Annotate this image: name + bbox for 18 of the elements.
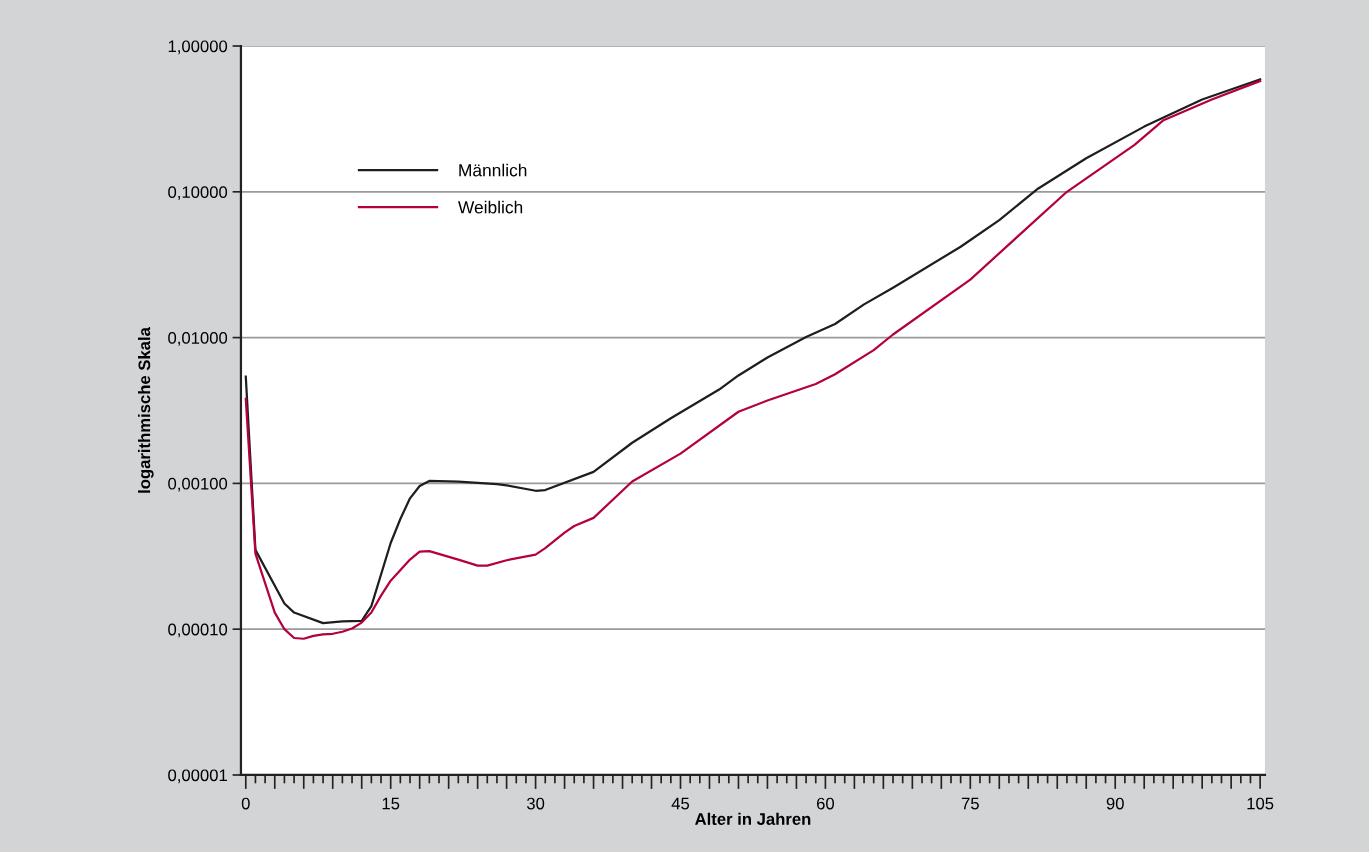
y-tick-label: 1,00000 [168, 40, 228, 55]
x-tick-label: 15 [382, 797, 400, 810]
x-tick-label: 60 [816, 797, 835, 810]
x-tick-label: 0 [241, 797, 250, 810]
legend-label: Männlich [459, 163, 527, 177]
x-tick-label: 45 [671, 797, 690, 810]
x-tick-label: 105 [1247, 797, 1274, 810]
y-tick-label: 0,10000 [168, 186, 228, 200]
x-tick-label: 30 [526, 797, 545, 810]
x-axis-title: Alter in Jahren [695, 812, 811, 825]
y-axis-title: logarithmische Skala [138, 327, 154, 493]
x-tick-label: 75 [961, 797, 979, 810]
y-tick-label: 0,00010 [168, 623, 228, 638]
y-tick-label: 0,01000 [168, 332, 228, 346]
legend-label: Weiblich [458, 200, 523, 214]
y-tick-label: 0,00001 [168, 769, 227, 784]
y-tick-label: 0,00100 [168, 477, 228, 492]
x-tick-label: 90 [1106, 797, 1124, 810]
